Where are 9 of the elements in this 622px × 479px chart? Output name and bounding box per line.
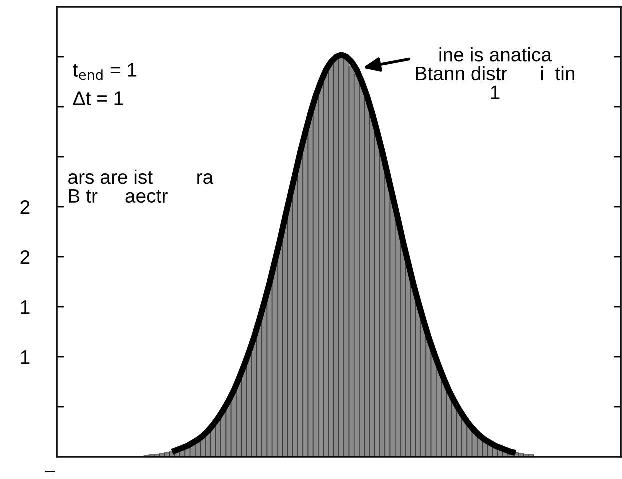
y-tick-label: 1 [21, 300, 30, 314]
annotation: Δt = 1 [73, 92, 124, 106]
annotation: t$_{end}$ = 1 [73, 63, 137, 80]
y-tick-label: 2 [20, 200, 30, 214]
annotation: ars are ist ra B tr aectr [68, 170, 214, 204]
y-tick-label: 1 [21, 350, 30, 364]
y-tick-label: 2 [20, 250, 30, 264]
text: − [46, 471, 55, 472]
annotation: ine is anatica Btann distr i tin 1 [416, 48, 574, 100]
